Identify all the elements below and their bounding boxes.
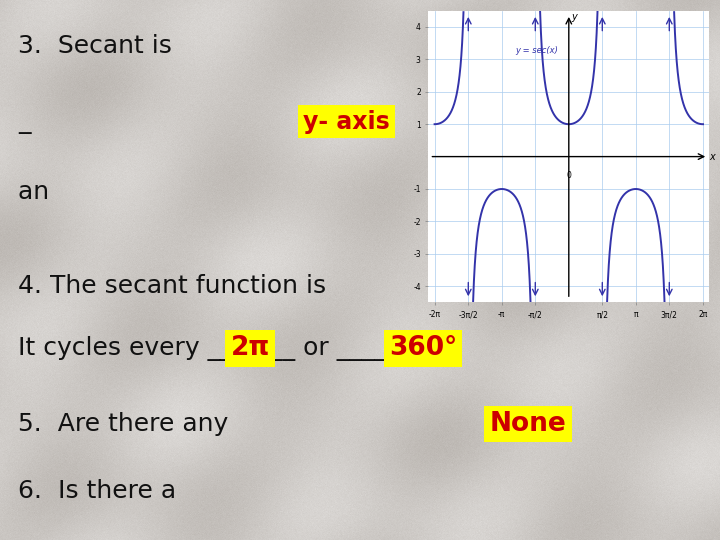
Text: x: x: [708, 152, 714, 161]
Text: 360°: 360°: [389, 335, 457, 361]
Text: 4. The secant function is: 4. The secant function is: [18, 274, 334, 298]
Text: an: an: [18, 180, 57, 204]
Text: _: _: [18, 110, 38, 133]
Text: None: None: [490, 411, 567, 437]
Text: EVEN: EVEN: [446, 180, 516, 204]
Text: 0: 0: [567, 171, 571, 180]
Text: y = sec(x): y = sec(x): [516, 46, 558, 55]
Text: 5.  Are there any: 5. Are there any: [18, 412, 236, 436]
Text: It cycles every _______ or ____: It cycles every _______ or ____: [18, 336, 387, 361]
Text: 2π: 2π: [230, 335, 270, 361]
Text: 6.  Is there a: 6. Is there a: [18, 480, 184, 503]
Text: y- axis: y- axis: [303, 110, 390, 133]
Text: 3.  Secant is: 3. Secant is: [18, 34, 180, 58]
Text: y: y: [571, 12, 577, 22]
